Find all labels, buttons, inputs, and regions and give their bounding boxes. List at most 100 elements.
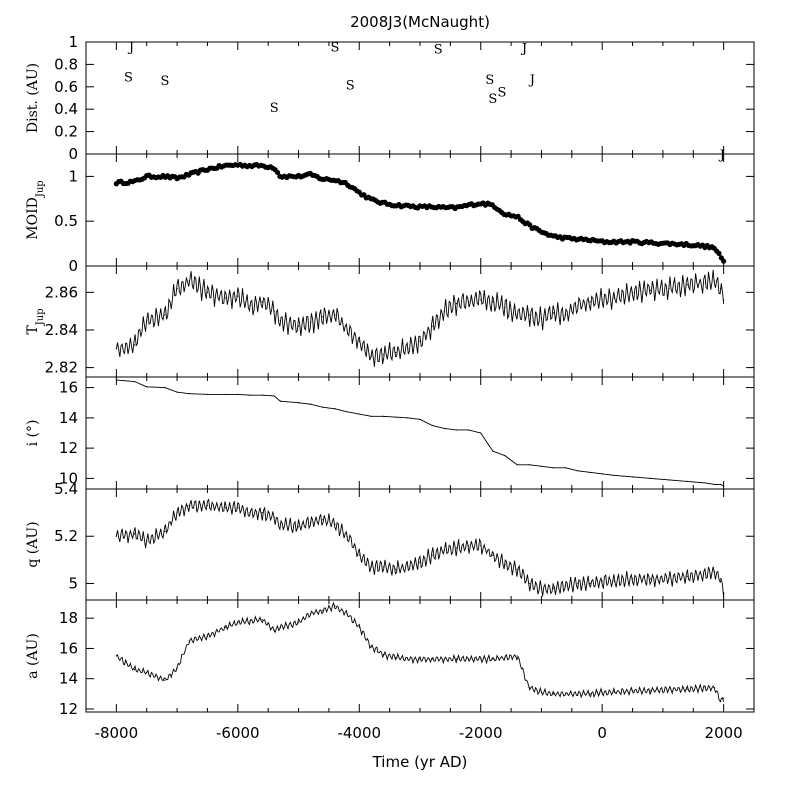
moid-point (716, 250, 722, 256)
encounter-label: S (485, 73, 494, 88)
x-tick-label: 0 (597, 724, 607, 742)
data-point (668, 287, 670, 290)
encounter-label: S (160, 74, 169, 89)
data-point (467, 429, 470, 431)
data-point (577, 582, 579, 585)
data-point (322, 406, 324, 408)
data-point (553, 693, 555, 695)
data-point (686, 284, 688, 286)
data-point (528, 464, 530, 466)
data-point (322, 609, 324, 612)
data-point (431, 554, 433, 556)
data-point (370, 566, 373, 568)
data-point (528, 687, 530, 689)
data-point (601, 691, 603, 693)
x-axis-label: Time (yr AD) (372, 753, 468, 771)
data-point (492, 658, 494, 660)
data-point (188, 640, 190, 642)
y-tick-label: 1 (68, 167, 78, 185)
data-point (577, 304, 579, 307)
data-point (297, 526, 300, 528)
data-point (176, 287, 178, 290)
data-point (273, 310, 275, 312)
data-point (146, 386, 148, 388)
data-point (431, 325, 433, 327)
moid-point (721, 258, 727, 264)
data-point (467, 301, 470, 303)
series-line-tjup (115, 269, 725, 367)
y-tick-label: 0 (68, 145, 78, 163)
data-point (419, 561, 421, 563)
data-point (382, 415, 385, 417)
data-point (273, 395, 275, 397)
data-point (613, 691, 615, 693)
data-point (516, 464, 518, 466)
data-point (431, 658, 433, 660)
data-point (115, 655, 117, 657)
data-point (631, 578, 634, 580)
data-point (370, 415, 373, 417)
data-point (358, 626, 360, 628)
data-point (713, 280, 716, 282)
y-axis-label: Dist. (AU) (25, 63, 41, 133)
series-line-q (115, 498, 725, 599)
data-point (516, 568, 518, 570)
y-axis-label: q (AU) (25, 521, 41, 567)
encounter-label: J (718, 148, 725, 163)
data-point (395, 568, 397, 570)
y-tick-label: 14 (59, 409, 78, 427)
data-point (713, 687, 716, 689)
data-point (480, 545, 482, 547)
x-tick-label: -6000 (216, 724, 260, 742)
data-point (480, 432, 482, 434)
data-point (589, 693, 591, 695)
data-point (492, 554, 494, 556)
data-point (723, 485, 725, 487)
data-point (395, 656, 397, 659)
y-axis-label-subscript: Jup (35, 308, 46, 326)
data-point (650, 289, 652, 292)
data-point (589, 582, 591, 585)
data-point (720, 483, 722, 486)
data-point (346, 535, 348, 537)
data-point (115, 379, 117, 381)
data-point (668, 578, 670, 580)
data-point (133, 380, 136, 383)
data-point (668, 688, 670, 690)
data-point (279, 523, 281, 526)
data-point (206, 635, 209, 637)
data-point (146, 672, 148, 674)
data-point (601, 473, 603, 475)
data-point (480, 658, 482, 660)
data-point (322, 519, 324, 521)
data-point (504, 306, 506, 308)
data-point (467, 545, 470, 547)
y-tick-label: 14 (59, 670, 78, 688)
data-point (395, 416, 397, 418)
data-point (370, 646, 373, 648)
data-point (297, 325, 300, 327)
data-point (206, 291, 209, 293)
panel-incl: 10 12 14 16 i (°) (25, 376, 755, 490)
y-tick-label: 0.2 (54, 123, 78, 141)
x-tick-label: 2000 (705, 724, 743, 742)
encounter-label: S (434, 43, 443, 58)
data-point (601, 299, 603, 301)
data-point (668, 479, 670, 481)
y-tick-label: 1 (68, 33, 78, 51)
y-tick-label: 16 (59, 379, 78, 397)
y-tick-label: 0.8 (54, 55, 78, 73)
data-point (237, 393, 239, 396)
y-tick-label: 5.2 (54, 527, 78, 545)
data-point (613, 580, 615, 582)
data-point (334, 314, 336, 316)
data-point (720, 578, 722, 580)
encounter-label: S (331, 40, 340, 55)
data-point (310, 521, 312, 523)
data-point (720, 700, 722, 703)
data-point (516, 655, 518, 657)
moid-point (274, 169, 281, 176)
data-point (577, 693, 579, 695)
data-point (133, 669, 136, 671)
data-point (443, 658, 445, 660)
